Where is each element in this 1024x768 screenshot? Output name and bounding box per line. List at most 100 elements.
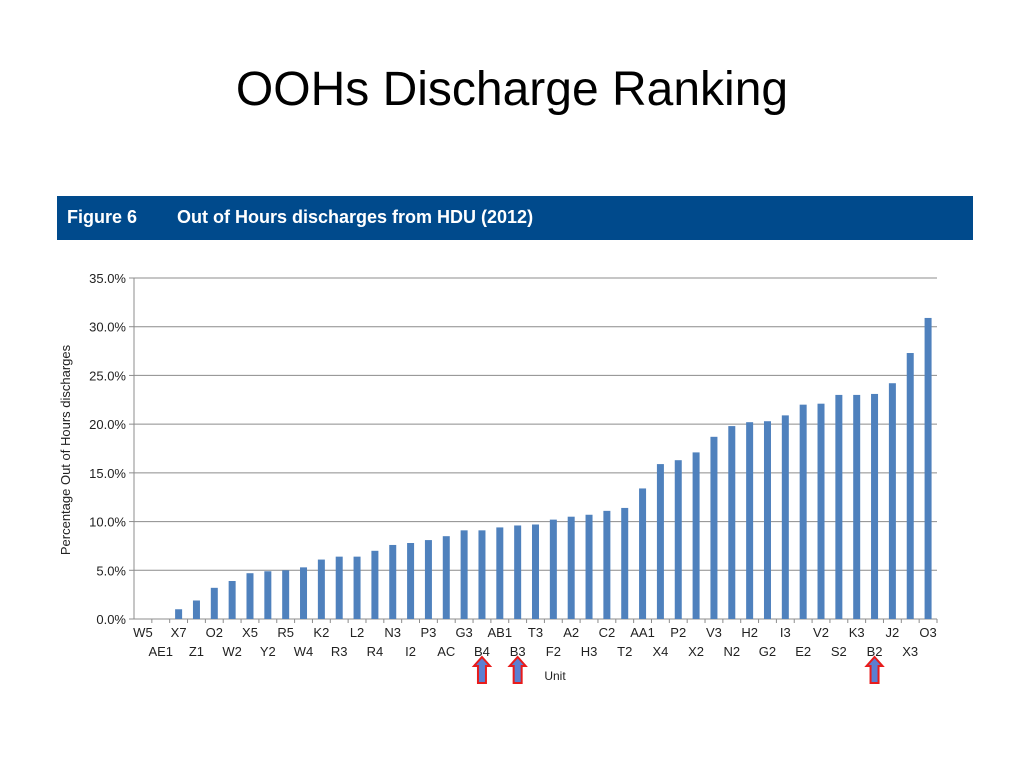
x-tick-label: L2 [350,625,364,640]
x-tick-label: R3 [331,644,348,659]
figure-number: Figure 6 [67,207,138,227]
bar [549,519,557,619]
x-tick-label: G2 [759,644,776,659]
bar [514,525,522,619]
bar [674,460,682,619]
x-tick-label: J2 [886,625,900,640]
highlight-arrow-icon [507,655,528,684]
x-tick-label: C2 [599,625,616,640]
x-tick-label: O2 [206,625,223,640]
x-tick-label: X4 [652,644,668,659]
bar [639,488,647,619]
y-tick-label: 20.0% [89,417,126,432]
y-axis-title: Percentage Out of Hours discharges [58,344,73,555]
x-tick-label: N2 [723,644,740,659]
bar [442,536,450,619]
bar [371,550,379,619]
x-tick-label: AB1 [488,625,513,640]
y-tick-label: 5.0% [96,563,126,578]
bar [728,426,736,619]
y-tick-label: 25.0% [89,368,126,383]
x-tick-label: AE1 [148,644,173,659]
bar [264,571,272,619]
x-tick-label: X3 [902,644,918,659]
bar [300,567,308,619]
x-tick-label: X2 [688,644,704,659]
bar [924,317,932,619]
x-tick-label: F2 [546,644,561,659]
bar [228,581,236,619]
bar [692,452,700,619]
bar [710,436,718,619]
x-tick-label: AC [437,644,455,659]
bar [192,600,200,619]
bar [407,543,415,619]
bar [175,609,183,619]
x-tick-label: A2 [563,625,579,640]
x-tick-label: P2 [670,625,686,640]
x-tick-label: S2 [831,644,847,659]
x-tick-label: T3 [528,625,543,640]
bar [460,530,468,619]
bar [906,353,914,619]
figure-banner: Figure 6 Out of Hours discharges from HD… [57,196,973,240]
x-tick-label: W5 [133,625,153,640]
x-tick-label: AA1 [630,625,655,640]
bar [282,570,290,619]
bar [799,404,807,619]
x-tick-label: K3 [849,625,865,640]
y-tick-label: 35.0% [89,271,126,286]
x-tick-label: E2 [795,644,811,659]
x-tick-label: I3 [780,625,791,640]
bar [210,587,218,619]
x-tick-label: X7 [171,625,187,640]
bar [817,403,825,619]
bar [389,544,397,619]
bar [871,393,879,619]
x-tick-label: W4 [294,644,314,659]
x-tick-label: W2 [222,644,242,659]
x-tick-label: B2 [867,644,883,659]
x-tick-label: R5 [277,625,294,640]
x-tick-label: R4 [367,644,384,659]
bar [888,383,896,619]
bar [424,540,432,619]
x-tick-label: N3 [384,625,401,640]
y-tick-label: 0.0% [96,612,126,627]
x-tick-label: B4 [474,644,490,659]
bar [496,527,504,619]
bar [835,394,843,619]
bar [478,530,486,619]
bar [603,510,611,619]
bar [746,422,754,619]
x-tick-label: Y2 [260,644,276,659]
y-tick-label: 10.0% [89,515,126,530]
bar [353,556,361,619]
x-tick-label: T2 [617,644,632,659]
x-tick-label: V2 [813,625,829,640]
slide-title: OOHs Discharge Ranking [235,63,789,116]
x-tick-label: K2 [313,625,329,640]
bar [853,394,861,619]
x-tick-label: G3 [455,625,472,640]
bar [532,524,539,619]
y-tick-label: 15.0% [89,466,126,481]
bar [781,415,789,619]
bar [567,516,575,619]
x-tick-label: X5 [242,625,258,640]
x-tick-label: O3 [919,625,936,640]
bar [763,421,771,619]
bar [585,514,593,619]
highlight-arrow-icon [471,655,493,684]
bar [656,464,664,619]
bar [335,556,343,619]
x-tick-label: B3 [510,644,526,659]
x-tick-label: H3 [581,644,598,659]
bar [621,507,629,619]
x-tick-label: H2 [741,625,758,640]
highlight-arrow-icon [864,655,885,684]
bar [246,573,254,619]
figure-title: Out of Hours discharges from HDU (2012) [177,207,534,227]
x-tick-label: V3 [706,625,722,640]
